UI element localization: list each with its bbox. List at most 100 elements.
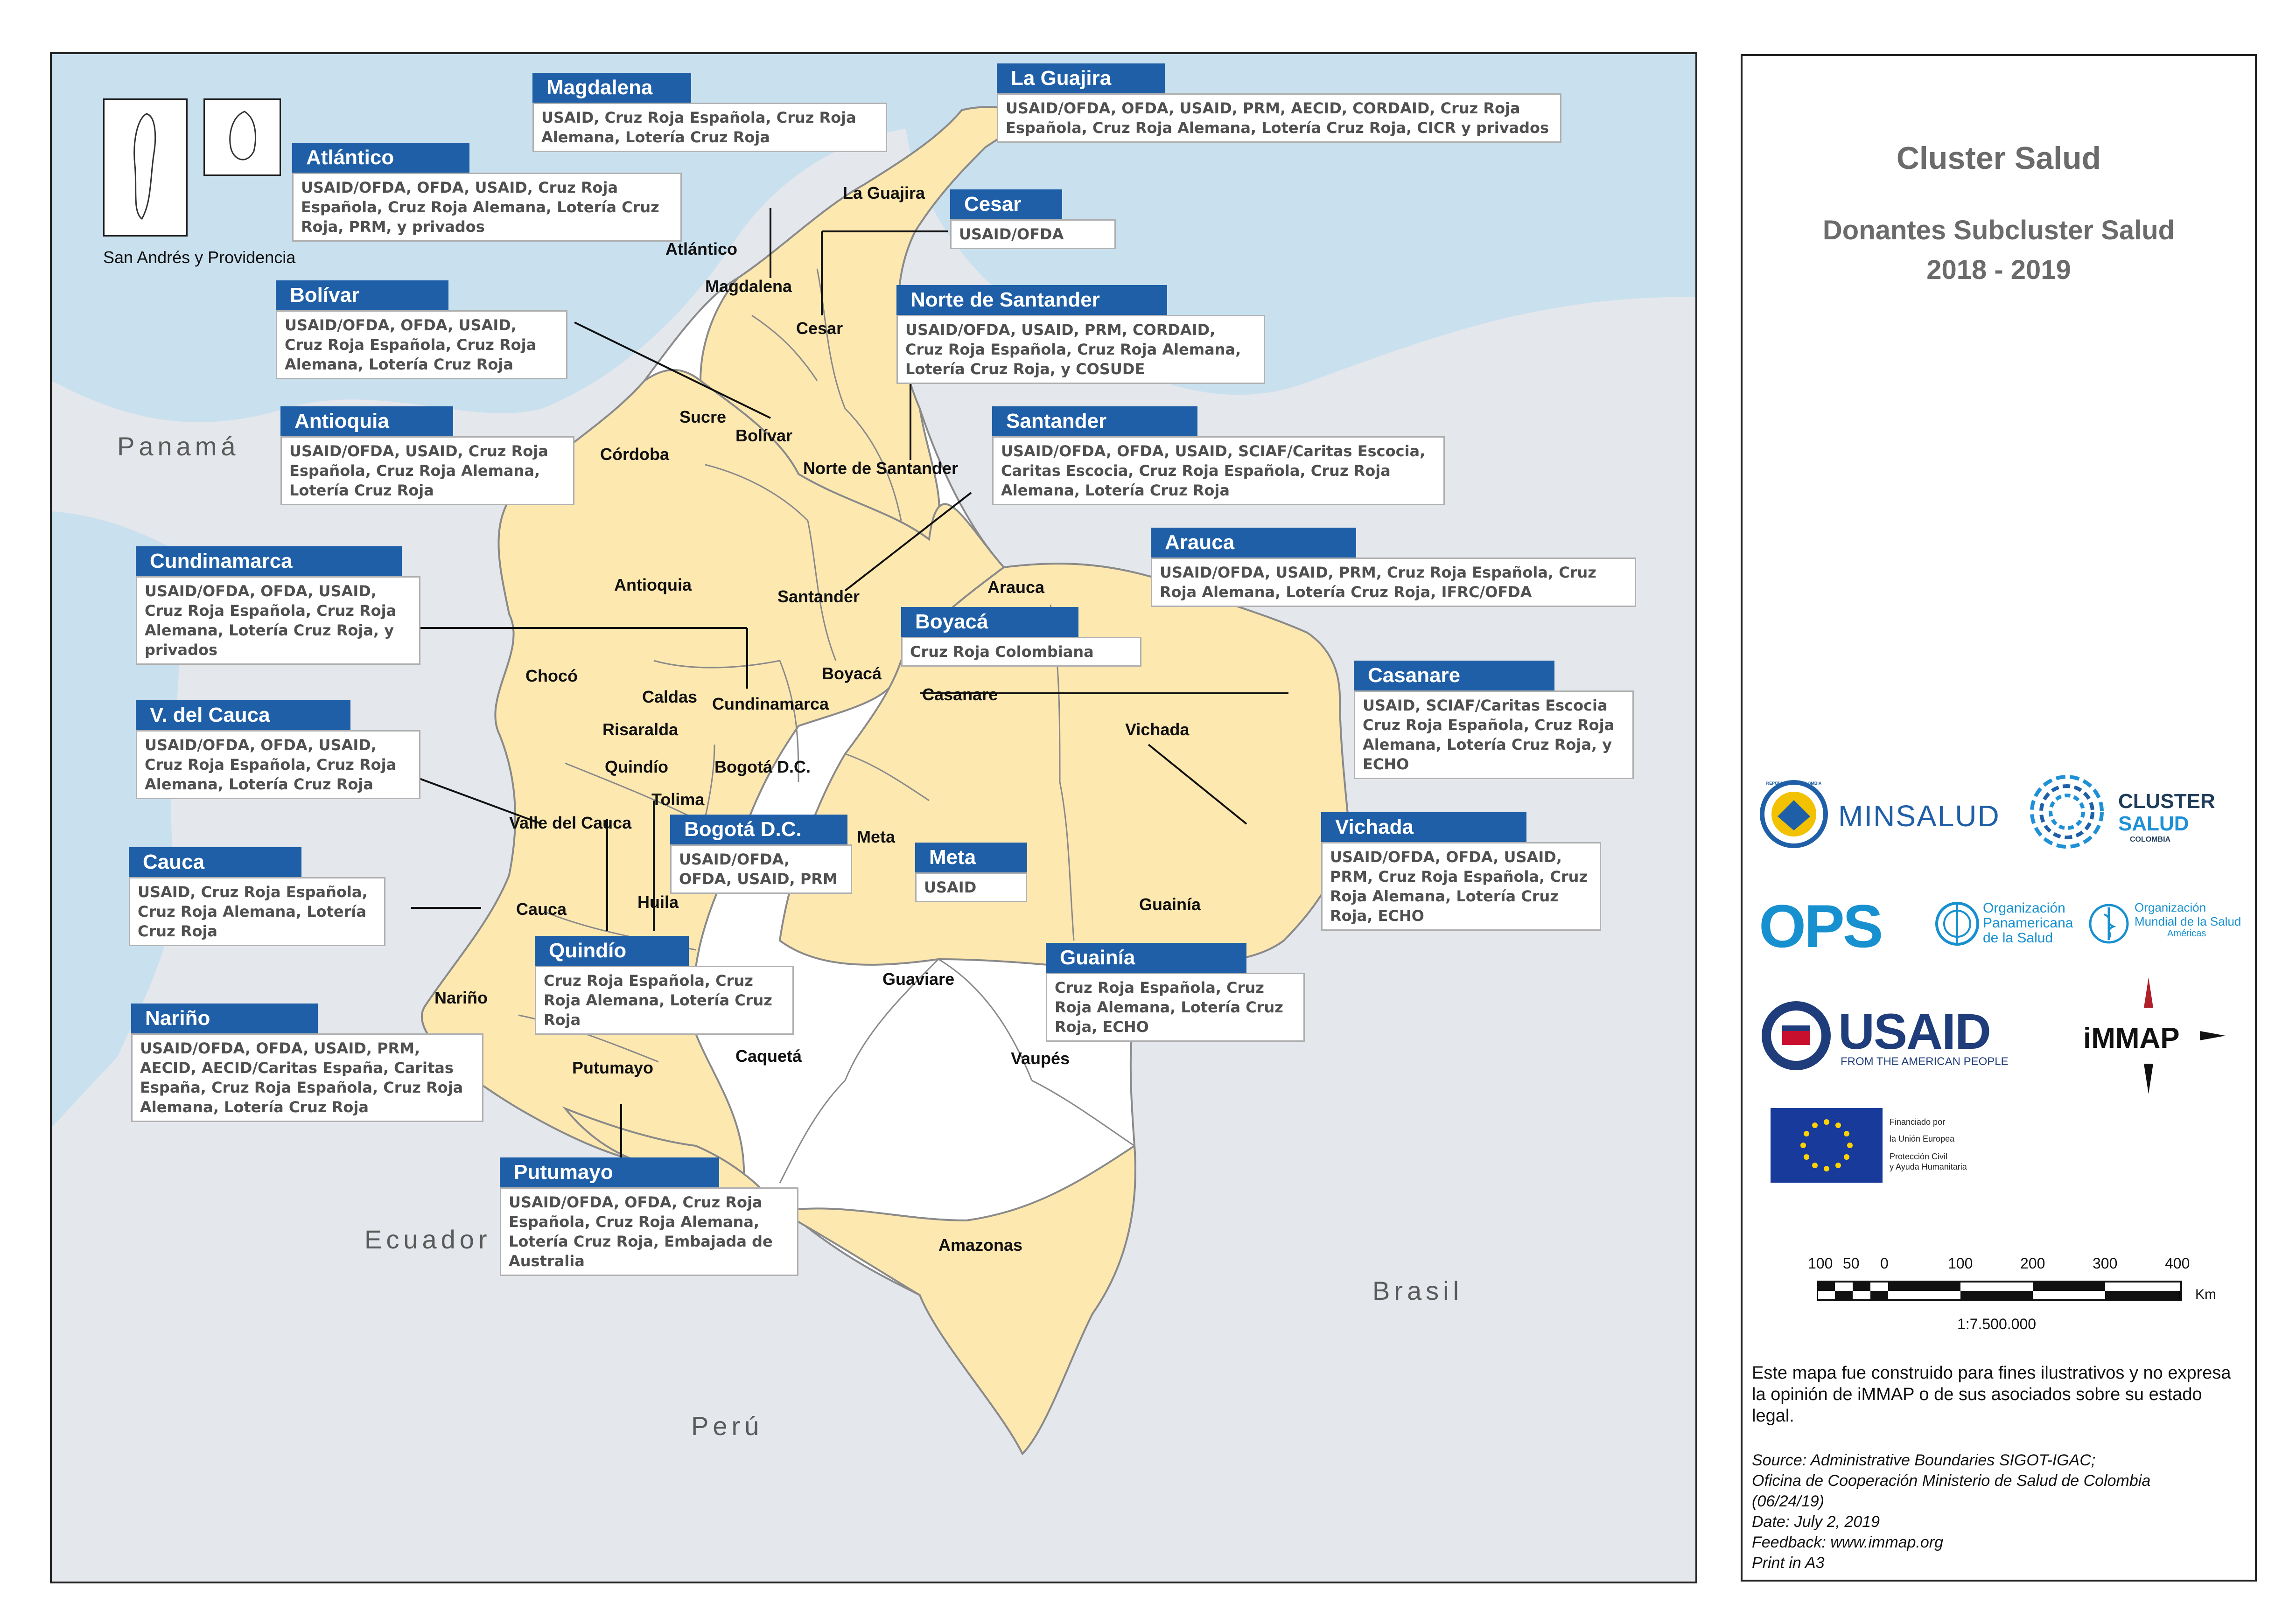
source-line: Source: Administrative Boundaries SIGOT-… xyxy=(1752,1451,2096,1469)
callout-donors: USAID/OFDA xyxy=(950,219,1116,249)
oms-name-line3: Américas xyxy=(2167,928,2206,939)
department-label: Tolima xyxy=(651,790,705,809)
department-label: Amazonas xyxy=(938,1235,1022,1255)
minsalud-seal-text: REPÚBLICA DE COLOMBIA xyxy=(1766,781,1822,786)
callout-boyaca: Boyacá Cruz Roja Colombiana xyxy=(901,607,1141,667)
callout-title: Norte de Santander xyxy=(896,285,1167,315)
department-label: Arauca xyxy=(987,578,1045,597)
map-canvas: Panamá Ecuador Perú Brasil La Guajira At… xyxy=(52,54,1695,1456)
usaid-logo: USAID FROM THE AMERICAN PEOPLE xyxy=(1759,998,2039,1078)
scale-tick: 100 xyxy=(1808,1255,1833,1272)
pacific-ocean xyxy=(52,511,180,1127)
eu-text-line4: y Ayuda Humanitaria xyxy=(1890,1162,1967,1171)
compass-icon xyxy=(2144,977,2226,1094)
minsalud-logo: REPÚBLICA DE COLOMBIA MINSALUD xyxy=(1759,779,2011,849)
callout-donors: USAID/OFDA, USAID, PRM, CORDAID, Cruz Ro… xyxy=(896,315,1265,384)
department-label: La Guajira xyxy=(843,183,925,202)
source-block: Source: Administrative Boundaries SIGOT-… xyxy=(1752,1450,2247,1573)
country-label: Ecuador xyxy=(364,1225,491,1254)
inset-san-andres xyxy=(103,98,188,237)
callout-donors: USAID/OFDA, OFDA, USAID, PRM, AECID, AEC… xyxy=(131,1033,483,1122)
scale-tick: 400 xyxy=(2165,1255,2190,1272)
date-line: Date: July 2, 2019 xyxy=(1752,1513,1880,1531)
callout-donors: USAID/OFDA, OFDA, USAID, PRM xyxy=(670,844,852,894)
callout-donors: Cruz Roja Española, Cruz Roja Alemana, L… xyxy=(535,966,794,1035)
department-label: Meta xyxy=(857,827,896,846)
colombia-text: COLOMBIA xyxy=(2130,836,2171,843)
callout-bolivar: Bolívar USAID/OFDA, OFDA, USAID, Cruz Ro… xyxy=(276,280,567,379)
department-label: Guainía xyxy=(1139,895,1201,914)
callout-title: Cauca xyxy=(129,847,301,877)
callout-cundinamarca: Cundinamarca USAID/OFDA, OFDA, USAID, Cr… xyxy=(136,546,420,665)
salud-text: SALUD xyxy=(2118,812,2189,835)
scale-bar: 100 50 0 100 200 300 400 Km 1:7.500.000 xyxy=(1808,1255,2228,1381)
callout-arauca: Arauca USAID/OFDA, USAID, PRM, Cruz Roja… xyxy=(1151,528,1636,607)
callout-la-guajira: La Guajira USAID/OFDA, OFDA, USAID, PRM,… xyxy=(997,63,1561,143)
department-label: Caldas xyxy=(642,687,697,706)
department-label: Boyacá xyxy=(822,664,882,683)
callout-donors: USAID/OFDA, USAID, Cruz Roja Española, C… xyxy=(280,436,574,505)
department-label: Bogotá D.C. xyxy=(714,757,811,776)
print-line: Print in A3 xyxy=(1752,1554,1825,1572)
region-amazonas xyxy=(777,1144,1136,1456)
callout-donors: USAID/OFDA, OFDA, USAID, PRM, Cruz Roja … xyxy=(1321,842,1601,931)
department-label: Vaupés xyxy=(1011,1049,1070,1068)
cluster-swirl-icon xyxy=(2030,775,2104,849)
side-panel: Cluster Salud Donantes Subcluster Salud … xyxy=(1741,54,2257,1582)
callout-title: Casanare xyxy=(1354,661,1554,690)
eu-logo: Financiado por la Unión Europea Protecci… xyxy=(1771,1108,2051,1183)
ops-name-line1: Organización xyxy=(1983,900,2065,916)
department-label: Guaviare xyxy=(882,969,954,989)
callout-santander: Santander USAID/OFDA, OFDA, USAID, SCIAF… xyxy=(992,406,1445,505)
callout-narino: Nariño USAID/OFDA, OFDA, USAID, PRM, AEC… xyxy=(131,1004,483,1122)
panel-title: Cluster Salud xyxy=(1896,140,2101,176)
ops-name-line2: Panamericana xyxy=(1983,915,2073,931)
department-label: Atlántico xyxy=(665,239,737,258)
department-label: Santander xyxy=(777,587,860,606)
cluster-salud-logo: CLUSTER SALUD COLOMBIA xyxy=(2027,772,2233,856)
callout-title: Santander xyxy=(992,406,1197,436)
oms-name-line2: Mundial de la Salud xyxy=(2135,914,2241,928)
callout-donors: USAID/OFDA, OFDA, Cruz Roja Española, Cr… xyxy=(500,1187,798,1276)
scale-unit: Km xyxy=(2195,1287,2216,1302)
oms-name-line1: Organización xyxy=(2135,900,2206,914)
callout-cauca: Cauca USAID, Cruz Roja Española, Cruz Ro… xyxy=(129,847,385,946)
department-label: Putumayo xyxy=(572,1058,653,1077)
callout-title: Cesar xyxy=(950,189,1062,219)
providencia-island-icon xyxy=(229,111,256,160)
callout-donors: USAID/OFDA, OFDA, USAID, Cruz Roja Españ… xyxy=(292,173,682,242)
disclaimer-text: Este mapa fue construido para fines ilus… xyxy=(1752,1363,2231,1426)
callout-donors: USAID, SCIAF/Caritas Escocia Cruz Roja E… xyxy=(1354,690,1634,779)
callout-title: Putumayo xyxy=(500,1157,719,1187)
department-label: Huila xyxy=(637,892,679,912)
country-label: Perú xyxy=(691,1411,763,1441)
callout-cesar: Cesar USAID/OFDA xyxy=(950,189,1116,249)
department-label: Cundinamarca xyxy=(712,694,829,713)
immap-text: iMMAP xyxy=(2083,1022,2180,1054)
ops-text: OPS xyxy=(1759,892,1883,960)
callout-donors: USAID/OFDA, OFDA, USAID, Cruz Roja Españ… xyxy=(276,310,567,379)
ops-logo: OPS Organización Panamericana de la Salu… xyxy=(1759,892,2244,960)
callout-title: Quindío xyxy=(535,936,689,966)
eu-flag-icon xyxy=(1771,1108,1883,1183)
department-label: Quindío xyxy=(605,757,668,776)
callout-antioquia: Antioquia USAID/OFDA, USAID, Cruz Roja E… xyxy=(280,406,574,505)
department-label: Vichada xyxy=(1125,720,1190,739)
callout-title: Meta xyxy=(915,843,1027,872)
who-emblem-icon xyxy=(2089,904,2129,944)
callout-title: Nariño xyxy=(131,1004,318,1033)
callout-title: Bolívar xyxy=(276,280,448,310)
usaid-tagline: FROM THE AMERICAN PEOPLE xyxy=(1841,1055,2009,1068)
callout-putumayo: Putumayo USAID/OFDA, OFDA, Cruz Roja Esp… xyxy=(500,1157,798,1276)
callout-title: Cundinamarca xyxy=(136,546,402,576)
panel-years: 2018 - 2019 xyxy=(1926,255,2071,285)
immap-logo: iMMAP xyxy=(2065,975,2233,1096)
callout-donors: USAID/OFDA, OFDA, USAID, PRM, AECID, COR… xyxy=(997,93,1561,143)
department-label: Antioquia xyxy=(614,575,692,594)
department-label: Magdalena xyxy=(705,277,792,296)
usaid-seal-icon xyxy=(1762,1001,1831,1070)
department-label: Sucre xyxy=(679,407,726,426)
callout-v-del-cauca: V. del Cauca USAID/OFDA, OFDA, USAID, Cr… xyxy=(136,700,420,799)
scale-tick: 300 xyxy=(2093,1255,2118,1272)
callout-donors: USAID/OFDA, OFDA, USAID, Cruz Roja Españ… xyxy=(136,730,420,799)
